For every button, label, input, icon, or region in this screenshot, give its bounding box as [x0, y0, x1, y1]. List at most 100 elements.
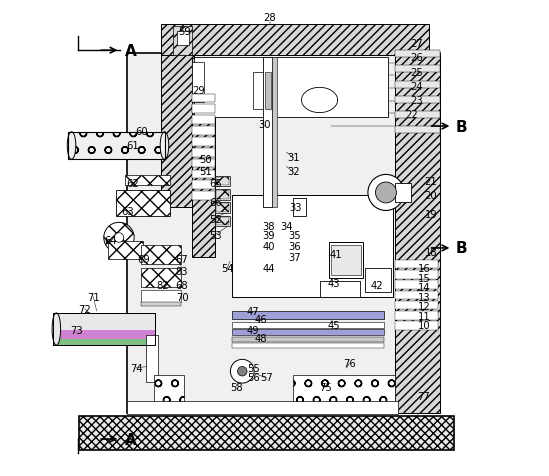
Bar: [395, 56, 440, 413]
Bar: [193, 106, 204, 113]
Bar: [193, 63, 204, 103]
Text: 54: 54: [221, 264, 233, 274]
Text: 56: 56: [247, 373, 260, 383]
Bar: [395, 184, 411, 202]
Bar: [395, 51, 440, 58]
Bar: [192, 116, 215, 124]
Bar: [216, 191, 229, 199]
Ellipse shape: [160, 132, 169, 160]
Text: 38: 38: [262, 221, 274, 231]
Bar: [232, 196, 393, 297]
Text: 53: 53: [209, 231, 222, 241]
Text: 16: 16: [417, 264, 430, 274]
Text: 19: 19: [424, 209, 438, 219]
Text: 47: 47: [247, 307, 260, 317]
Text: 44: 44: [262, 264, 274, 274]
Text: 83: 83: [176, 266, 188, 276]
Bar: [192, 105, 215, 114]
Bar: [365, 269, 391, 292]
Bar: [53, 313, 155, 346]
Bar: [192, 170, 215, 179]
Text: 52: 52: [209, 214, 222, 224]
Text: 34: 34: [280, 221, 293, 231]
Bar: [141, 269, 181, 288]
Text: 63: 63: [121, 207, 134, 217]
Bar: [177, 32, 189, 46]
Bar: [263, 58, 272, 207]
Bar: [194, 58, 388, 117]
Text: 67: 67: [176, 254, 188, 264]
Text: B: B: [456, 241, 467, 256]
Bar: [215, 177, 230, 187]
Bar: [216, 217, 229, 226]
Bar: [395, 281, 438, 289]
Bar: [68, 132, 165, 160]
Bar: [232, 337, 384, 342]
Bar: [53, 330, 155, 339]
Text: 18: 18: [425, 247, 438, 257]
Text: 23: 23: [411, 96, 423, 106]
Circle shape: [104, 223, 134, 253]
Text: 69: 69: [138, 254, 150, 264]
Bar: [127, 53, 440, 413]
Bar: [332, 245, 361, 276]
Bar: [116, 191, 170, 217]
Text: 28: 28: [264, 13, 276, 23]
Bar: [141, 303, 181, 307]
Text: 13: 13: [418, 292, 430, 302]
Text: 43: 43: [328, 278, 340, 288]
Bar: [395, 291, 438, 299]
Bar: [395, 112, 440, 119]
Text: 45: 45: [327, 320, 340, 330]
Bar: [395, 66, 440, 73]
Bar: [395, 270, 438, 279]
Bar: [68, 132, 165, 160]
Bar: [192, 59, 215, 258]
Text: 35: 35: [289, 231, 301, 241]
Text: A: A: [125, 432, 137, 446]
Text: 14: 14: [418, 283, 430, 293]
Text: 76: 76: [343, 358, 356, 368]
Bar: [79, 416, 454, 450]
Text: 74: 74: [130, 363, 142, 373]
Bar: [294, 375, 395, 404]
Bar: [395, 97, 440, 104]
Text: 57: 57: [260, 373, 273, 383]
Bar: [395, 311, 438, 320]
Bar: [161, 56, 194, 207]
Text: 11: 11: [417, 311, 430, 321]
Circle shape: [238, 367, 247, 376]
Text: 33: 33: [289, 202, 302, 212]
Text: 46: 46: [255, 315, 267, 324]
Text: 26: 26: [411, 53, 423, 63]
Text: 59: 59: [178, 27, 191, 37]
Bar: [141, 245, 181, 264]
Text: 62: 62: [126, 178, 138, 188]
Text: 70: 70: [176, 292, 188, 302]
Text: 39: 39: [262, 231, 274, 241]
Bar: [127, 401, 398, 414]
Text: 24: 24: [411, 81, 423, 91]
Bar: [320, 281, 360, 297]
Bar: [192, 127, 215, 135]
Text: 37: 37: [289, 253, 301, 263]
Bar: [395, 322, 438, 330]
Ellipse shape: [52, 313, 60, 346]
Bar: [108, 241, 143, 259]
Bar: [192, 95, 215, 103]
Bar: [216, 178, 229, 186]
Text: 55: 55: [247, 363, 260, 373]
Text: A: A: [125, 44, 137, 59]
Bar: [293, 198, 306, 217]
Bar: [147, 335, 158, 382]
Bar: [216, 204, 229, 212]
Text: 50: 50: [199, 155, 212, 165]
Text: 71: 71: [87, 292, 100, 302]
Circle shape: [368, 175, 404, 211]
Text: 42: 42: [370, 280, 383, 290]
Text: 30: 30: [259, 119, 271, 129]
Text: 15: 15: [417, 273, 430, 283]
Bar: [395, 81, 440, 89]
Bar: [232, 311, 384, 319]
Text: 31: 31: [287, 153, 300, 162]
